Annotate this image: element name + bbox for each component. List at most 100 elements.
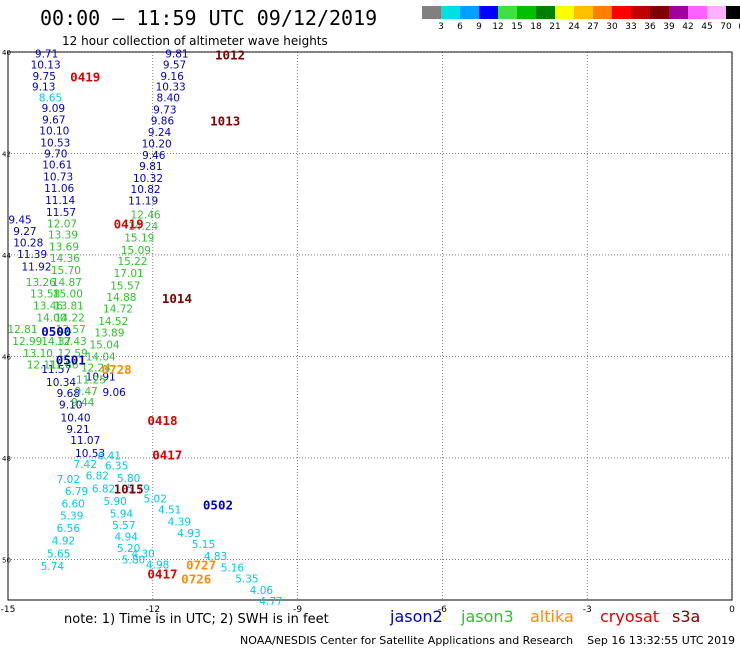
latitude-label: 42 [2,150,11,158]
color-swatch [479,6,498,19]
wave-height-value: 10.28 [13,237,43,249]
wave-height-value: 12.07 [47,219,77,231]
wave-height-value: 5.16 [221,563,245,575]
wave-height-value: 10.33 [156,82,186,94]
wave-height-value: 13.69 [49,241,79,253]
wave-height-value: 9.47 [74,386,97,398]
color-scale-label: 9 [476,22,482,32]
wave-height-value: 13.26 [26,277,56,289]
wave-height-value: 10.40 [61,412,91,424]
satellite-legend-jason3: jason3 [461,607,514,626]
wave-height-value: 8.40 [157,93,180,105]
wave-height-value: 14.00 [36,312,66,324]
color-scale-label: 3 [438,22,444,32]
wave-height-value: 5.65 [47,548,70,560]
color-swatch [593,6,612,19]
wave-height-value: 13.39 [48,230,78,242]
pass-time-label: 1013 [210,114,240,129]
pass-time-label: 0727 [186,557,216,572]
color-swatch [574,6,593,19]
wave-height-value: 12.81 [7,324,37,336]
wave-height-value: 4.06 [250,585,274,597]
wave-height-value: 4.83 [204,551,227,563]
wave-height-value: 12.43 [57,336,87,348]
wave-height-value: 5.90 [103,496,126,508]
wave-height-value: 5.35 [235,574,258,586]
wave-height-value: 6.60 [61,499,84,511]
color-scale-label: (ft) [738,22,740,32]
satellite-legend-cryosat: cryosat [600,607,660,626]
wave-height-value: 12.59 [58,348,88,360]
wave-height-value: 13.58 [30,289,60,301]
wave-height-value: 17.01 [114,268,144,280]
wave-height-value: 11.06 [44,183,74,195]
wave-height-value: 9.10 [59,400,82,412]
wave-height-value: 14.72 [103,304,133,316]
color-scale-label: 18 [530,22,542,32]
wave-height-value: 9.46 [142,150,166,162]
color-swatch [631,6,650,19]
longitude-label: -15 [1,605,16,615]
pass-time-label: 0419 [114,217,144,232]
wave-height-value: 5.15 [192,539,215,551]
wave-height-value: 4.93 [177,528,200,540]
wave-height-value: 13.89 [94,328,124,340]
wave-height-value: 5.94 [110,509,134,521]
units-note: note: 1) Time is in UTC; 2) SWH is in fe… [64,612,329,627]
pass-time-label: 1012 [215,48,245,63]
generated-timestamp: Sep 16 13:32:55 UTC 2019 [587,634,736,647]
wave-height-value: 6.79 [65,486,88,498]
color-scale-label: 21 [549,22,561,32]
wave-height-value: 10.53 [75,448,105,460]
wave-height-value: 10.91 [86,372,116,384]
wave-height-value: 15.70 [51,265,81,277]
page-subtitle: 12 hour collection of altimeter wave hei… [62,34,328,48]
latitude-label: 40 [2,49,11,57]
wave-height-value: 15.57 [110,280,140,292]
wave-height-value: 12.24 [81,363,111,375]
color-scale-label: 70 [720,22,732,32]
wave-height-value: 6.82 [86,471,109,483]
pass-time-label: 0726 [181,572,211,587]
wave-height-value: 10.13 [31,60,61,72]
color-swatch [536,6,555,19]
color-swatch [612,6,631,19]
pass-time-label: 0728 [102,362,132,377]
wave-height-value: 9.44 [71,397,95,409]
satellite-legend-altika: altika [530,607,574,626]
wave-height-value: 12.46 [131,209,161,221]
wave-height-value: 11.14 [45,195,75,207]
wave-height-value: 10.53 [40,137,70,149]
wave-height-value: 9.16 [160,71,184,83]
color-swatch [669,6,688,19]
wave-height-value: 9.75 [33,71,56,83]
longitude-label: -3 [583,605,592,615]
wave-height-value: 14.04 [86,351,116,363]
credit-line: NOAA/NESDIS Center for Satellite Applica… [240,634,735,647]
wave-height-value: 5.80 [117,473,140,485]
wave-height-value: 5.79 [127,483,150,495]
wave-height-value: 10.10 [39,126,69,138]
latitude-label: 46 [2,353,11,361]
wave-height-value: 9.57 [163,60,186,72]
wave-height-value: 5.74 [41,561,65,573]
wave-height-value: 4.98 [146,559,169,571]
wave-height-value: 14.88 [106,292,136,304]
wave-height-value: 9.81 [139,161,162,173]
wave-height-value: 4.77 [259,596,282,608]
wave-height-value: 9.73 [153,104,176,116]
color-swatch [707,6,726,19]
wave-height-value: 4.92 [52,536,75,548]
pass-time-label: 0501 [56,352,86,367]
pass-time-label: 0502 [203,498,233,513]
wave-height-value: 12.11 [27,360,57,372]
pass-time-label: 1014 [162,291,192,306]
pass-time-label: 0417 [152,447,182,462]
wave-height-value: 14.52 [98,316,128,328]
color-scale-label: 12 [492,22,504,32]
color-swatch [555,6,574,19]
wave-height-value: 14.87 [52,277,82,289]
wave-height-value: 10.34 [46,377,76,389]
color-scale-label: 33 [625,22,637,32]
latitude-label: 50 [2,556,11,564]
